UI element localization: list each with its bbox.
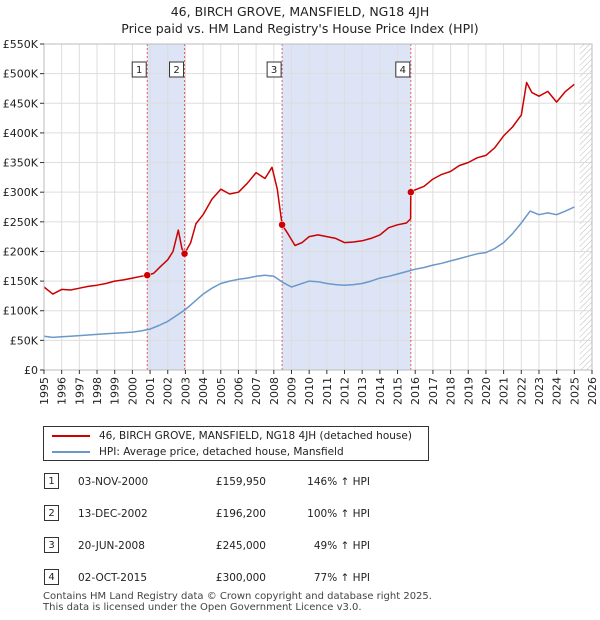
sale-price: £245,000: [215, 540, 266, 552]
x-tick-label: 2018: [445, 377, 458, 405]
y-tick-label: £250K: [3, 216, 39, 229]
legend-swatch-hpi: [52, 451, 90, 453]
sale-label-box: [169, 61, 185, 78]
x-tick-label: 2001: [144, 377, 157, 405]
sale-label-box: [395, 61, 411, 78]
y-tick-label: £100K: [3, 305, 39, 318]
sale-label-box: [131, 61, 147, 78]
y-tick-label: £150K: [3, 275, 39, 288]
y-tick-label: £350K: [3, 157, 39, 170]
x-tick-label: 2009: [285, 377, 298, 405]
x-tick-label: 1998: [91, 377, 104, 405]
footer-licence: This data is licensed under the Open Gov…: [43, 602, 362, 613]
x-tick-label: 2006: [232, 377, 245, 405]
plot-frame: [43, 43, 593, 371]
y-tick-label: £400K: [3, 127, 39, 140]
sale-hpi-change: 146% ↑ HPI: [307, 476, 370, 488]
x-tick-label: 2022: [515, 377, 528, 405]
sale-number-badge: 2: [44, 505, 59, 521]
sale-date: 02-OCT-2015: [78, 572, 147, 584]
series-line-hpi: [43, 206, 575, 339]
x-tick-label: 2014: [374, 377, 387, 405]
x-tick-label: 2019: [462, 377, 475, 405]
sale-number-badge: 1: [44, 473, 59, 489]
x-tick-label: 2025: [568, 377, 581, 405]
sale-hpi-change: 77% ↑ HPI: [313, 572, 370, 584]
x-tick-label: 2026: [586, 377, 599, 405]
sale-row: 1 03-NOV-2000 £159,950 146% ↑ HPI: [0, 472, 600, 492]
sale-label-text: 4: [400, 65, 406, 76]
legend-label-property: 46, BIRCH GROVE, MANSFIELD, NG18 4JH (de…: [99, 430, 412, 442]
chart-title-line2: Price paid vs. HM Land Registry's House …: [121, 21, 479, 36]
x-tick-label: 2003: [179, 377, 192, 405]
sale-label-text: 1: [136, 65, 142, 76]
legend-entry-hpi: HPI: Average price, detached house, Mans…: [52, 444, 344, 460]
x-tick-label: 1995: [38, 377, 51, 405]
forecast-region: [579, 44, 592, 370]
x-tick-label: 1999: [109, 377, 122, 405]
x-tick-label: 1996: [56, 377, 69, 405]
x-tick-label: 2013: [356, 377, 369, 405]
sale-row: 3 20-JUN-2008 £245,000 49% ↑ HPI: [0, 536, 600, 556]
sale-label-box: [266, 61, 282, 78]
sale-date: 13-DEC-2002: [78, 508, 148, 520]
y-tick-label: £500K: [3, 68, 39, 81]
x-tick-label: 2007: [250, 377, 263, 405]
x-tick-label: 2020: [480, 377, 493, 405]
chart-title: 46, BIRCH GROVE, MANSFIELD, NG18 4JH Pri…: [0, 3, 600, 37]
y-tick-label: £50K: [10, 334, 39, 347]
x-tick-label: 2004: [197, 377, 210, 405]
x-tick-label: 2008: [268, 377, 281, 405]
sale-row: 4 02-OCT-2015 £300,000 77% ↑ HPI: [0, 568, 600, 588]
x-tick-label: 2017: [427, 377, 440, 405]
footer-copyright: Contains HM Land Registry data © Crown c…: [43, 591, 432, 602]
shaded-period: [282, 44, 411, 370]
x-tick-label: 2012: [339, 377, 352, 405]
x-tick-label: 2024: [551, 377, 564, 405]
x-tick-label: 2015: [392, 377, 405, 405]
sale-point: [180, 249, 189, 258]
legend-entry-property: 46, BIRCH GROVE, MANSFIELD, NG18 4JH (de…: [52, 428, 412, 444]
sale-price: £196,200: [215, 508, 266, 520]
sale-price: £159,950: [215, 476, 266, 488]
sale-point: [407, 188, 415, 196]
x-tick-label: 2011: [321, 377, 334, 405]
sale-row: 2 13-DEC-2002 £196,200 100% ↑ HPI: [0, 504, 600, 524]
sale-hpi-change: 100% ↑ HPI: [307, 508, 370, 520]
chart-title-line1: 46, BIRCH GROVE, MANSFIELD, NG18 4JH: [170, 4, 430, 19]
y-tick-label: £0: [24, 364, 38, 377]
sale-number-badge: 3: [44, 537, 59, 553]
legend-label-hpi: HPI: Average price, detached house, Mans…: [99, 446, 344, 458]
price-chart: 1 2 3 4 £0 £50K £100K £150K £200K £250K £300K £350K…: [3, 38, 599, 405]
chart-legend: 46, BIRCH GROVE, MANSFIELD, NG18 4JH (de…: [43, 426, 429, 461]
x-tick-label: 1997: [73, 377, 86, 405]
y-tick-label: £300K: [3, 186, 39, 199]
footer: Contains HM Land Registry data © Crown c…: [43, 591, 432, 613]
y-tick-label: £550K: [3, 38, 39, 51]
shaded-period: [147, 44, 185, 370]
x-tick-label: 2023: [533, 377, 546, 405]
sale-price: £300,000: [215, 572, 266, 584]
sale-point: [143, 271, 151, 279]
sale-hpi-change: 49% ↑ HPI: [313, 540, 370, 552]
x-tick-label: 2000: [126, 377, 139, 405]
x-tick-label: 2010: [303, 377, 316, 405]
sale-point: [278, 221, 286, 229]
legend-swatch-property: [52, 435, 90, 437]
x-tick-label: 2005: [215, 377, 228, 405]
x-tick-label: 2002: [162, 377, 175, 405]
sale-label-text: 3: [271, 65, 277, 76]
x-tick-label: 2016: [409, 377, 422, 405]
sale-number-badge: 4: [44, 569, 59, 585]
sale-date: 20-JUN-2008: [78, 540, 145, 552]
y-tick-label: £450K: [3, 97, 39, 110]
y-tick-label: £200K: [3, 245, 39, 258]
sale-label-text: 2: [173, 65, 179, 76]
sale-date: 03-NOV-2000: [78, 476, 149, 488]
x-tick-label: 2021: [498, 377, 511, 405]
